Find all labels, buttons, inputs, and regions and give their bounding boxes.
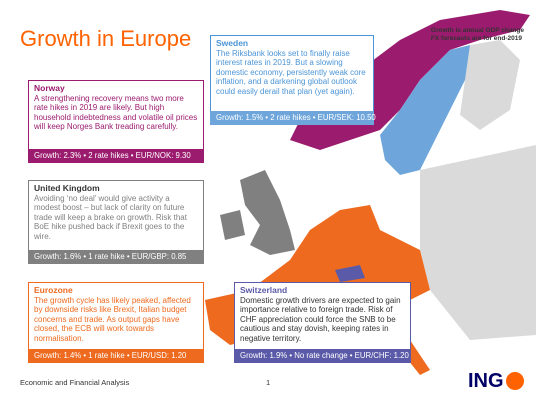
region-name: Eurozone [34, 285, 73, 295]
region-name: Sweden [216, 38, 249, 48]
page-number: 1 [266, 378, 271, 387]
region-box: United Kingdom Avoiding ‘no deal’ would g… [28, 180, 204, 264]
region-text: Domestic growth drivers are expected to … [240, 295, 401, 343]
region-stats: Growth: 1.4% • 1 rate hike • EUR/USD: 1.… [28, 349, 204, 363]
switzerland [335, 265, 365, 282]
region-stats: Growth: 1.6% • 1 rate hike • EUR/GBP: 0.… [28, 250, 204, 264]
region-name: Norway [34, 83, 65, 93]
title: Growth in Europe [20, 26, 192, 51]
region-box: Eurozone The growth cycle has likely peak… [28, 282, 204, 363]
note-line: FX forecasts are for end-2019 [430, 35, 522, 42]
region-stats: Growth: 2.3% • 2 rate hikes • EUR/NOK: 9… [28, 149, 204, 163]
region-box: Switzerland Domestic growth drivers are e… [234, 282, 411, 363]
united-kingdom [240, 170, 295, 255]
region-stats: Growth: 1.9% • No rate change • EUR/CHF:… [234, 349, 411, 363]
land [460, 40, 520, 130]
ireland [220, 210, 245, 240]
region-text: The growth cycle has likely peaked, affe… [34, 295, 191, 343]
logo: ING [468, 370, 504, 392]
region-text: Avoiding ‘no deal’ would give activity a… [34, 193, 187, 241]
sweden [380, 45, 470, 175]
region-text: A strengthening recovery means two more … [34, 93, 198, 132]
note: Growth is annual GDP change FX forecasts… [431, 27, 524, 43]
region-stats: Growth: 1.5% • 2 rate hikes • EUR/SEK: 1… [210, 111, 376, 125]
region-name: United Kingdom [34, 183, 100, 193]
region-text: The Riksbank looks set to finally raise … [216, 48, 366, 96]
region-box: Sweden The Riksbank looks set to finally … [210, 35, 376, 125]
region-name: Switzerland [240, 285, 288, 295]
footer-source: Economic and Financial Analysis [20, 378, 130, 387]
note-line: Growth is annual GDP change [430, 27, 524, 34]
region-box: Norway A strengthening recovery means two… [28, 80, 204, 163]
land [420, 145, 536, 340]
logo-lion [506, 372, 524, 390]
